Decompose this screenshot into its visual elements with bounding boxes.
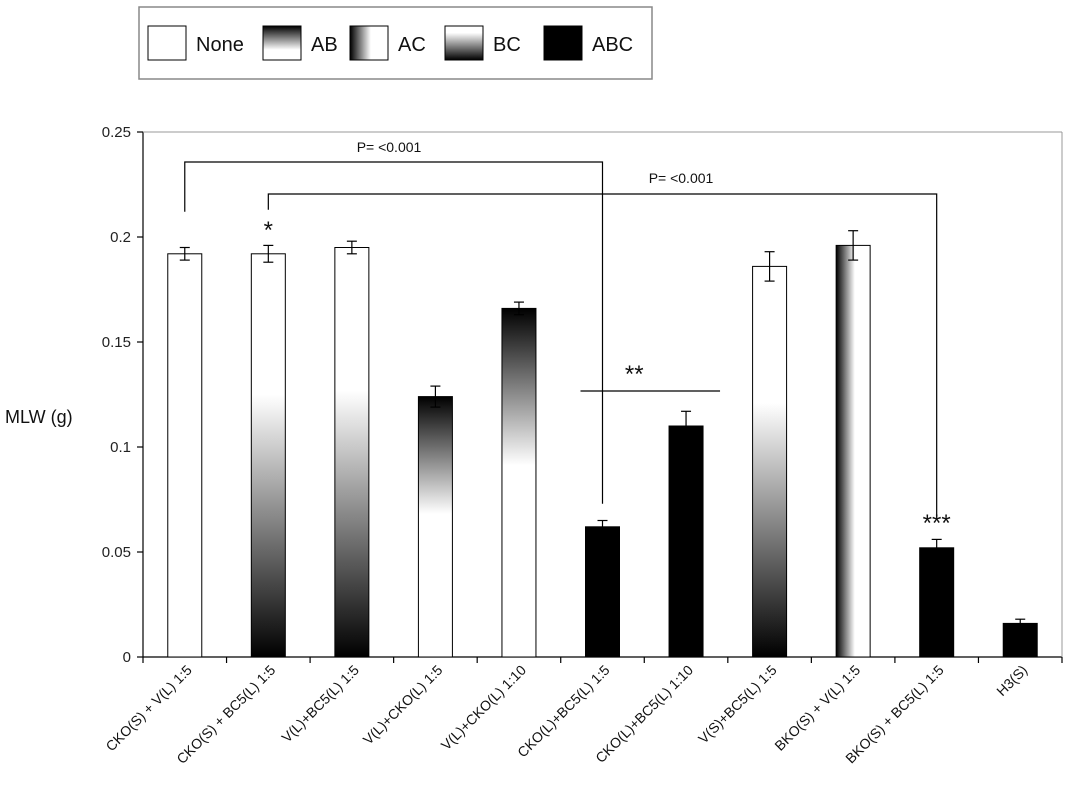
error-bar	[931, 538, 942, 557]
error-bar	[179, 246, 190, 261]
error-bar	[597, 519, 608, 534]
legend-label-bc: BC	[493, 34, 521, 56]
error-bar	[1015, 618, 1026, 629]
p-value-label-2: P= <0.001	[649, 170, 714, 186]
y-tick-label: 0	[123, 649, 131, 666]
significance-star-triple: ***	[923, 510, 951, 537]
legend-label-ac: AC	[398, 34, 426, 56]
legend-swatch-abc	[543, 25, 583, 61]
x-category-label: V(L)+CKO(L) 1:5	[360, 662, 446, 748]
x-category-label: BKO(S) + V(L) 1:5	[771, 662, 863, 754]
x-category-label: H3(S)	[993, 662, 1030, 699]
x-category-label: V(S)+BC5(L) 1:5	[695, 662, 780, 747]
p-value-label-1: P= <0.001	[357, 139, 422, 155]
y-tick-label: 0.05	[102, 544, 131, 561]
significance-bracket-p1	[184, 161, 604, 504]
significance-bracket-p2	[267, 193, 938, 517]
bar	[835, 244, 871, 658]
y-tick-label: 0.15	[102, 334, 131, 351]
bar	[167, 253, 203, 658]
bar	[501, 307, 537, 658]
y-tick-label: 0.25	[102, 124, 131, 141]
bar	[668, 425, 704, 658]
legend-label-abc: ABC	[592, 34, 633, 56]
error-bar	[263, 244, 274, 263]
legend-swatch-none	[147, 25, 187, 61]
legend-label-none: None	[196, 34, 244, 56]
x-category-label: CKO(S) + V(L) 1:5	[102, 662, 195, 755]
error-bar	[346, 240, 357, 255]
legend-swatch-ac	[349, 25, 389, 61]
bar	[919, 547, 955, 658]
x-category-label: V(L)+BC5(L) 1:5	[278, 662, 362, 746]
axes: 0 0.05 0.1 0.15 0.2 0.25	[102, 124, 1063, 666]
bar	[417, 396, 453, 658]
error-bar	[848, 230, 859, 261]
legend-swatch-ab	[262, 25, 302, 61]
legend-swatch-bc	[444, 25, 484, 61]
bar	[585, 526, 620, 658]
y-tick-label: 0.1	[110, 439, 131, 456]
bar	[752, 265, 788, 658]
significance-annotations: P= <0.001 P= <0.001 * ** ***	[184, 139, 951, 537]
y-tick-label: 0.2	[110, 229, 131, 246]
bar	[1002, 622, 1038, 658]
error-bar	[764, 251, 775, 282]
error-bar	[681, 410, 692, 442]
significance-star-double: **	[625, 361, 644, 388]
y-axis-label: MLW (g)	[5, 407, 73, 427]
error-bar	[430, 385, 441, 408]
legend: None AB AC BC ABC	[138, 6, 653, 80]
error-bar	[513, 301, 524, 316]
bar	[250, 253, 286, 658]
x-category-label: CKO(L)+BC5(L) 1:5	[514, 662, 613, 761]
significance-star-single: *	[264, 217, 273, 244]
legend-label-ab: AB	[311, 34, 338, 56]
bar	[334, 247, 370, 658]
x-category-label: V(L)+CKO(L) 1:10	[438, 662, 530, 754]
